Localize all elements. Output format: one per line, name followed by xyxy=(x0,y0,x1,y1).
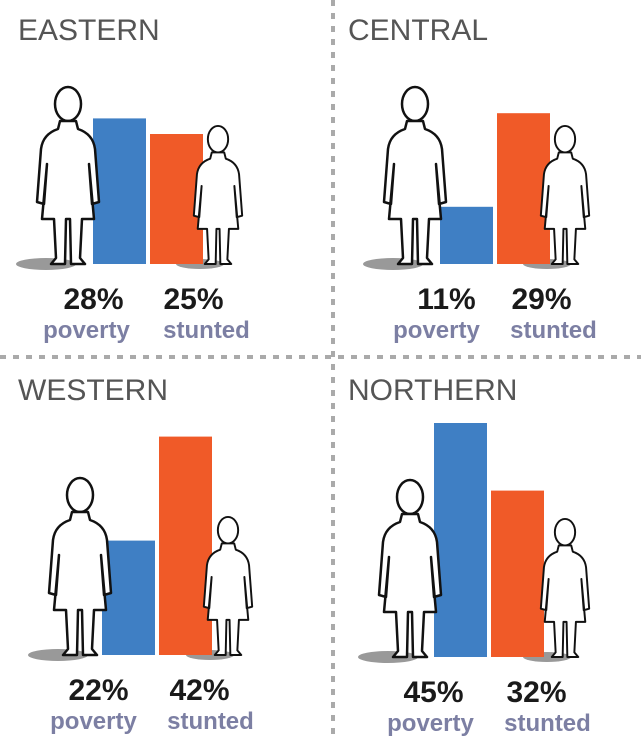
value-label: 11% xyxy=(417,283,475,316)
category-label: stunted xyxy=(504,710,591,737)
shadow xyxy=(358,651,418,663)
value-label: 42% xyxy=(169,674,229,707)
category-label: stunted xyxy=(163,317,250,344)
woman-figure xyxy=(377,478,443,659)
category-label: stunted xyxy=(167,708,254,735)
category-label: poverty xyxy=(387,710,474,737)
value-label: 28% xyxy=(63,283,123,316)
child-figure xyxy=(539,517,591,658)
woman-figure xyxy=(35,85,101,266)
panel-title: NORTHERN xyxy=(348,374,517,407)
bar xyxy=(102,540,155,655)
woman-figure xyxy=(47,476,113,657)
value-label: 45% xyxy=(403,676,463,709)
category-label: stunted xyxy=(510,317,597,344)
woman-figure xyxy=(382,85,448,266)
bar xyxy=(440,206,493,264)
panel: NORTHERN 45%poverty 32%stunted xyxy=(348,374,591,737)
bar xyxy=(497,113,550,264)
category-label: poverty xyxy=(43,317,130,344)
value-label: 25% xyxy=(163,283,223,316)
panel-title: CENTRAL xyxy=(348,14,488,47)
panel: CENTRAL 11%poverty 29%stunted xyxy=(348,14,597,344)
shadow xyxy=(16,258,76,270)
bar xyxy=(93,118,146,265)
shadow xyxy=(363,258,423,270)
category-label: poverty xyxy=(393,317,480,344)
category-label: poverty xyxy=(50,708,137,735)
shadow xyxy=(28,649,88,661)
bar xyxy=(434,423,487,657)
value-label: 22% xyxy=(68,674,128,707)
bar xyxy=(491,490,544,657)
panel: WESTERN 22%poverty 42%stunted xyxy=(18,374,254,735)
panel-title: EASTERN xyxy=(18,14,160,47)
bar xyxy=(159,436,212,655)
value-label: 29% xyxy=(511,283,571,316)
panel-title: WESTERN xyxy=(18,374,168,407)
panel: EASTERN 28%poverty 25%stunted xyxy=(16,14,250,344)
value-label: 32% xyxy=(506,676,566,709)
